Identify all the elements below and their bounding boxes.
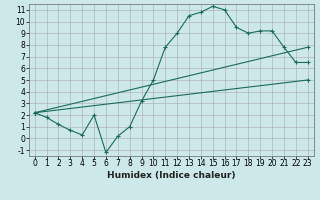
X-axis label: Humidex (Indice chaleur): Humidex (Indice chaleur) xyxy=(107,171,236,180)
